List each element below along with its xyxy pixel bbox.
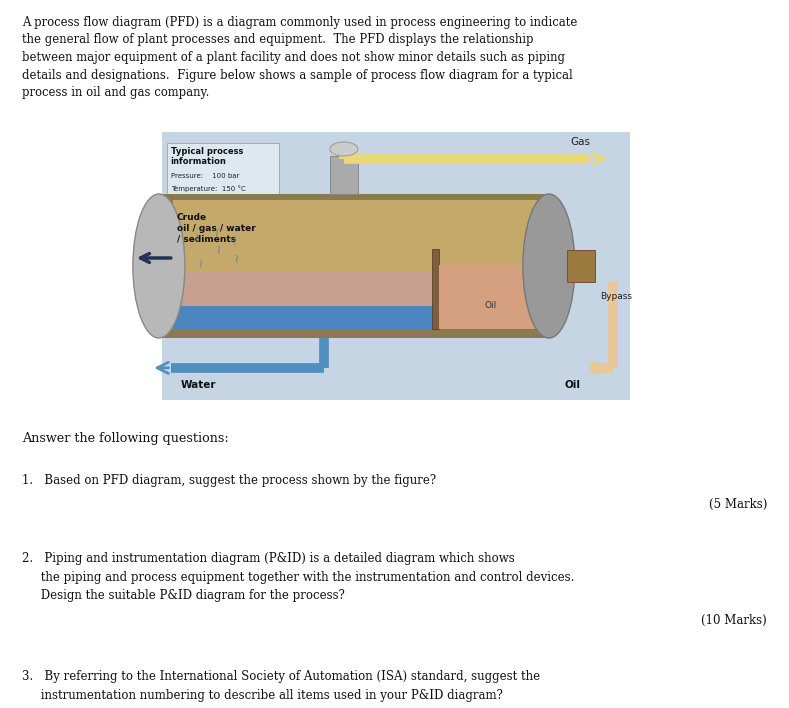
Bar (330, 156, 358, 194)
Text: the general flow of plant processes and equipment.  The PFD displays the relatio: the general flow of plant processes and … (22, 33, 533, 47)
Text: ~: ~ (230, 251, 243, 262)
Text: Gas: Gas (570, 137, 590, 147)
Bar (173, 200, 543, 329)
Text: ~: ~ (228, 234, 241, 244)
Text: details and designations.  Figure below shows a sample of process flow diagram f: details and designations. Figure below s… (22, 69, 573, 81)
Bar (159, 194, 549, 338)
Text: A process flow diagram (PFD) is a diagram commonly used in process engineering t: A process flow diagram (PFD) is a diagra… (22, 16, 578, 29)
Text: Bypass: Bypass (600, 292, 632, 301)
Bar (162, 132, 630, 400)
Text: Answer the following questions:: Answer the following questions: (22, 432, 229, 445)
Ellipse shape (133, 194, 185, 338)
Text: Water: Water (181, 379, 216, 390)
Text: Pressure:    100 bar: Pressure: 100 bar (170, 173, 239, 178)
Bar (432, 249, 439, 329)
Bar (567, 250, 595, 282)
Text: process in oil and gas company.: process in oil and gas company. (22, 86, 209, 99)
Text: Crude
oil / gas / water
/ sediments: Crude oil / gas / water / sediments (177, 213, 256, 244)
Text: 1.   Based on PFD diagram, suggest the process shown by the figure?: 1. Based on PFD diagram, suggest the pro… (22, 474, 436, 487)
Text: 2.   Piping and instrumentation diagram (P&ID) is a detailed diagram which shows: 2. Piping and instrumentation diagram (P… (22, 552, 574, 602)
Text: (5 Marks): (5 Marks) (709, 498, 767, 511)
Text: ~: ~ (194, 257, 208, 267)
Ellipse shape (330, 142, 358, 156)
Text: ~: ~ (211, 226, 223, 236)
Text: 3.   By referring to the International Society of Automation (ISA) standard, sug: 3. By referring to the International Soc… (22, 670, 540, 702)
Bar (439, 265, 543, 329)
Bar (173, 273, 469, 306)
FancyBboxPatch shape (166, 143, 279, 212)
Text: ~: ~ (212, 242, 226, 253)
Ellipse shape (523, 194, 575, 338)
Text: Typical process
information: Typical process information (170, 147, 243, 166)
Text: Temperature:  150 °C: Temperature: 150 °C (170, 185, 245, 193)
Text: (10 Marks): (10 Marks) (701, 614, 767, 627)
Text: between major equipment of a plant facility and does not show minor details such: between major equipment of a plant facil… (22, 51, 565, 64)
Bar (173, 306, 469, 329)
Text: Oil: Oil (564, 379, 580, 390)
Text: ~: ~ (190, 231, 204, 241)
Text: Oil: Oil (484, 302, 497, 310)
